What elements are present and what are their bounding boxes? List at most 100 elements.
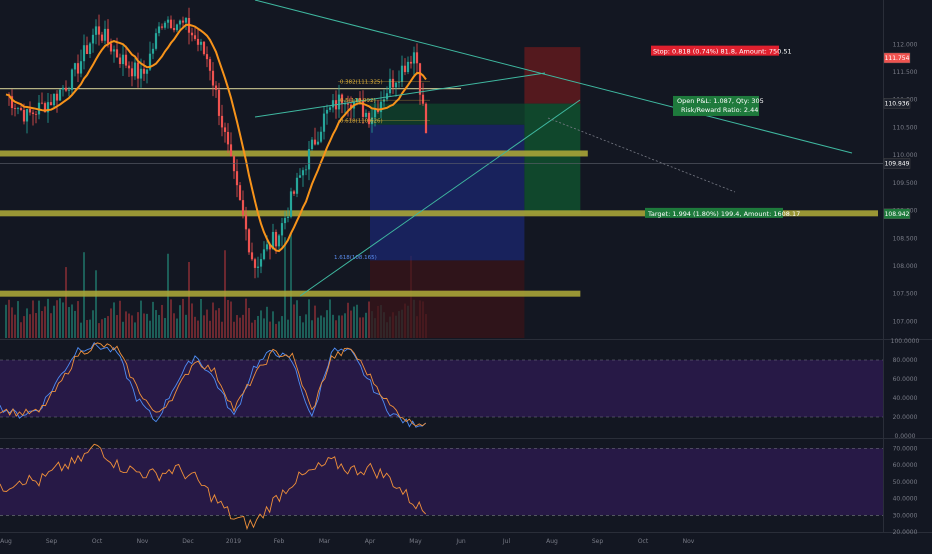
candle-body (202, 41, 206, 55)
candle-body (271, 231, 275, 250)
candle-body (370, 117, 374, 125)
candle-body (211, 70, 215, 86)
volume-bar (236, 315, 238, 338)
price-tick-label: 109.500 (893, 180, 918, 187)
candle-body (337, 94, 341, 110)
time-tick-label: Aug (546, 538, 558, 545)
volume-bar (347, 302, 349, 338)
candle-body (280, 223, 284, 236)
candle-body (166, 19, 170, 23)
candle-body (328, 107, 332, 110)
volume-bar (209, 320, 211, 338)
rsi-tick-label: 20.0000 (893, 529, 918, 536)
rsi-band-fill (0, 448, 883, 516)
volume-bar (107, 316, 109, 338)
volume-bar (86, 319, 88, 338)
rsi-tick-label: 50.0000 (893, 479, 918, 486)
volume-bar (191, 303, 193, 338)
rsi-series-line (0, 443, 427, 531)
fib-label: 0.5(110.992) (340, 98, 376, 104)
volume-bar (23, 316, 25, 338)
candle-body (343, 103, 347, 105)
target-label-bg (645, 207, 783, 218)
stochastic-tick-label: 80.0000 (893, 357, 918, 364)
candle-body (46, 102, 50, 113)
volume-bar (293, 304, 295, 338)
volume-bar (41, 311, 43, 338)
time-tick-label: May (409, 538, 422, 545)
candle-body (151, 48, 155, 54)
volume-bar (35, 313, 37, 338)
volume-bar (299, 315, 301, 338)
fib-label: 0.618(110.626) (340, 118, 383, 124)
volume-bar (125, 311, 127, 338)
volume-bar (122, 321, 124, 338)
candle-body (313, 139, 317, 145)
price-tick-label: 107.500 (893, 291, 918, 298)
volume-bar (113, 302, 115, 338)
stop-label: Stop: 0.818 (0.74%) 81.8, Amount: 750.51 (653, 48, 792, 56)
volume-bar (101, 319, 103, 338)
candle-body (121, 54, 125, 65)
candle-body (196, 38, 200, 45)
fib-label: 1.618(108.165) (334, 255, 377, 261)
candle-body (115, 49, 119, 58)
candle-body (229, 144, 233, 157)
candle-body (394, 82, 398, 88)
fib-label: 0.382(111.325) (340, 80, 383, 86)
volume-bar (206, 309, 208, 338)
candle-body (175, 24, 179, 31)
candle-body (172, 27, 176, 31)
volume-bar (314, 305, 316, 338)
price-tag: 111.754 (885, 55, 910, 62)
time-tick-label: Oct (92, 538, 103, 545)
time-tick-label: Jul (502, 538, 511, 545)
volume-bar (161, 304, 163, 338)
candle-body (112, 49, 116, 52)
candle-body (268, 244, 272, 250)
candle-body (226, 131, 230, 145)
volume-bar (176, 318, 178, 338)
price-tick-label: 108.500 (893, 235, 918, 242)
candle-body (241, 200, 245, 215)
time-tick-label: 2019 (226, 538, 241, 545)
candle-body (133, 62, 137, 77)
volume-bar (212, 302, 214, 338)
candle-body (16, 108, 20, 109)
stochastic-tick-label: 20.0000 (893, 414, 918, 421)
candle-body (253, 259, 257, 268)
volume-bar (89, 319, 91, 338)
rsi-tick-label: 60.0000 (893, 462, 918, 469)
candle-body (283, 217, 287, 224)
candle-body (247, 229, 251, 253)
candle-body (292, 191, 296, 194)
volume-bar (53, 305, 55, 338)
candle-body (154, 33, 158, 49)
volume-bar (233, 321, 235, 338)
stochastic-series-line (0, 341, 427, 428)
candle-body (43, 103, 47, 113)
candle-body (91, 34, 95, 44)
candle-body (421, 94, 425, 104)
volume-bar (323, 317, 325, 338)
stochastic-tick-label: 60.0000 (893, 376, 918, 383)
price-tick-label: 107.000 (893, 318, 918, 325)
volume-bar (296, 300, 298, 338)
candle-body (265, 244, 269, 250)
volume-bar (74, 310, 76, 338)
volume-bar (356, 304, 358, 338)
candle-body (379, 101, 383, 113)
volume-bar (179, 305, 181, 338)
candle-body (415, 52, 419, 64)
volume-bar (362, 317, 364, 338)
candle-body (358, 98, 362, 101)
volume-bar (71, 304, 73, 338)
volume-bar (5, 304, 7, 338)
time-tick-label: Mar (319, 538, 331, 545)
candle-body (55, 93, 59, 101)
volume-bar (95, 270, 97, 338)
candle-body (364, 112, 368, 117)
candle-body (61, 87, 65, 90)
